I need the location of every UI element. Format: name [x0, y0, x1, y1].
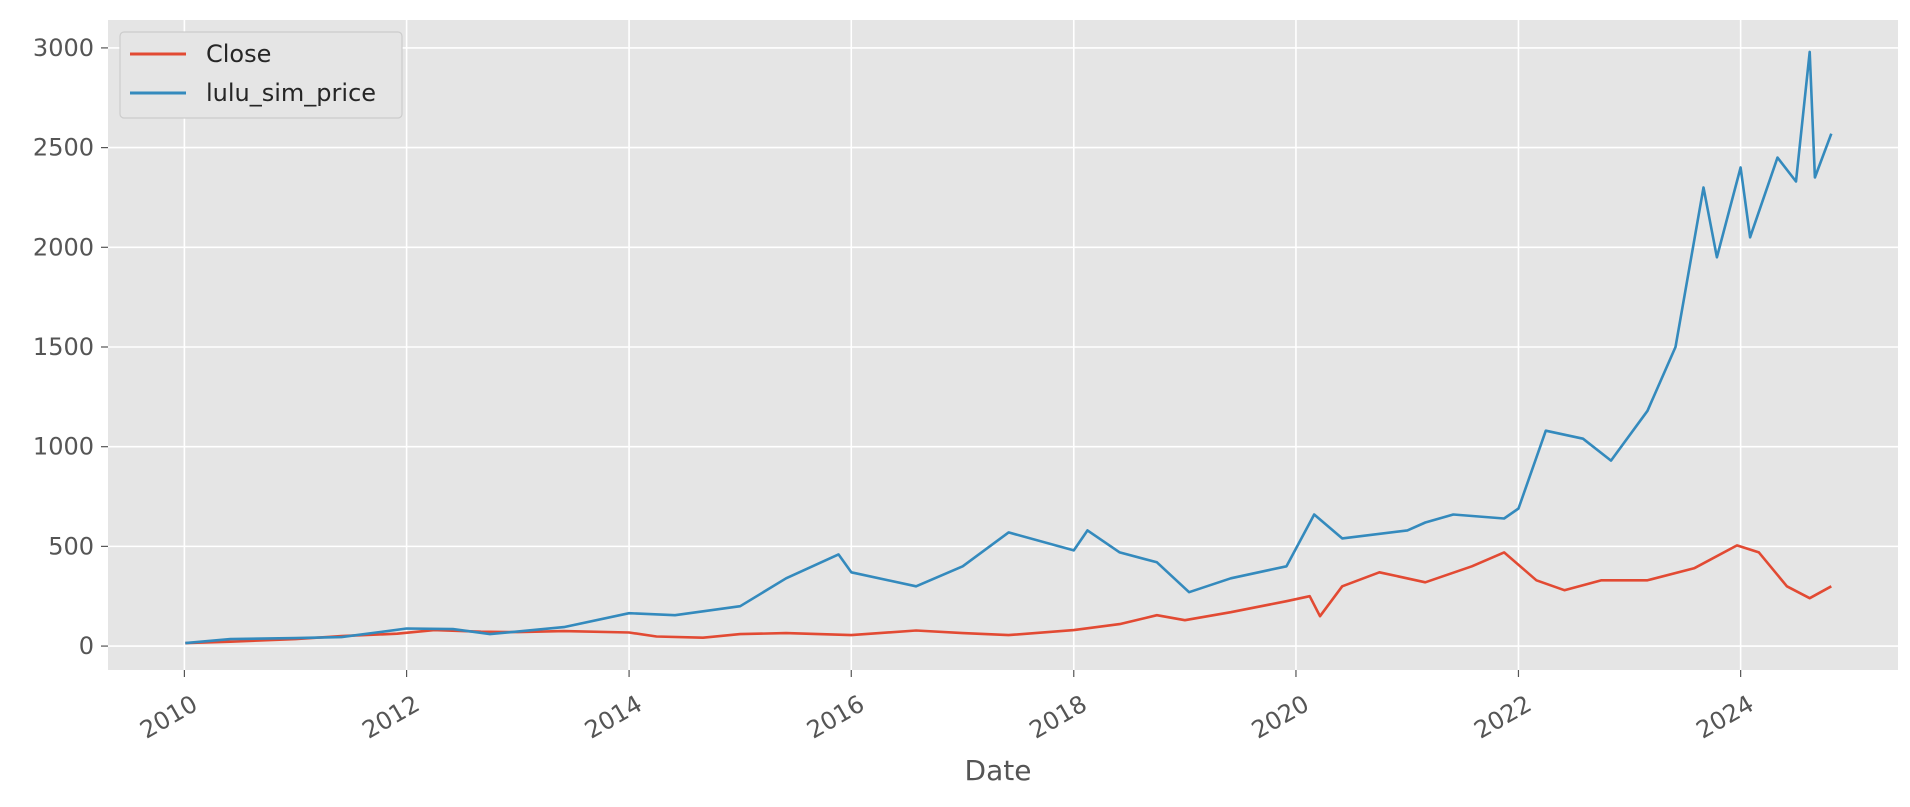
- x-tick-label: 2016: [802, 690, 869, 745]
- series-lines: [185, 50, 1833, 645]
- y-tick-label: 1500: [33, 333, 94, 361]
- x-tick-label: 2012: [357, 690, 424, 745]
- legend-label-lulu-sim-price: lulu_sim_price: [206, 79, 376, 107]
- x-tick-label: 2022: [1469, 690, 1536, 745]
- x-axis-ticks: 2010 2012 2014 2016 2018 2020 2022 2024: [135, 670, 1758, 744]
- legend: Close lulu_sim_price: [119, 31, 403, 119]
- y-tick-label: 0: [79, 632, 94, 660]
- y-tick-label: 2000: [33, 233, 94, 261]
- y-tick-label: 1000: [33, 433, 94, 461]
- x-tick-label: 2024: [1692, 690, 1759, 745]
- grid-lines: [108, 20, 1898, 670]
- y-tick-label: 500: [48, 532, 94, 560]
- x-tick-label: 2010: [135, 690, 202, 745]
- x-tick-label: 2018: [1025, 690, 1092, 745]
- series-line-lulu-sim-price: [185, 50, 1833, 645]
- x-axis-label: Date: [965, 754, 1032, 787]
- legend-box: [119, 31, 403, 119]
- x-tick-label: 2014: [580, 690, 647, 745]
- y-axis-ticks: 0 500 1000 1500 2000 2500 3000: [33, 34, 108, 660]
- legend-label-close: Close: [206, 40, 271, 68]
- y-tick-label: 2500: [33, 134, 94, 162]
- y-tick-label: 3000: [33, 34, 94, 62]
- x-tick-label: 2020: [1247, 690, 1314, 745]
